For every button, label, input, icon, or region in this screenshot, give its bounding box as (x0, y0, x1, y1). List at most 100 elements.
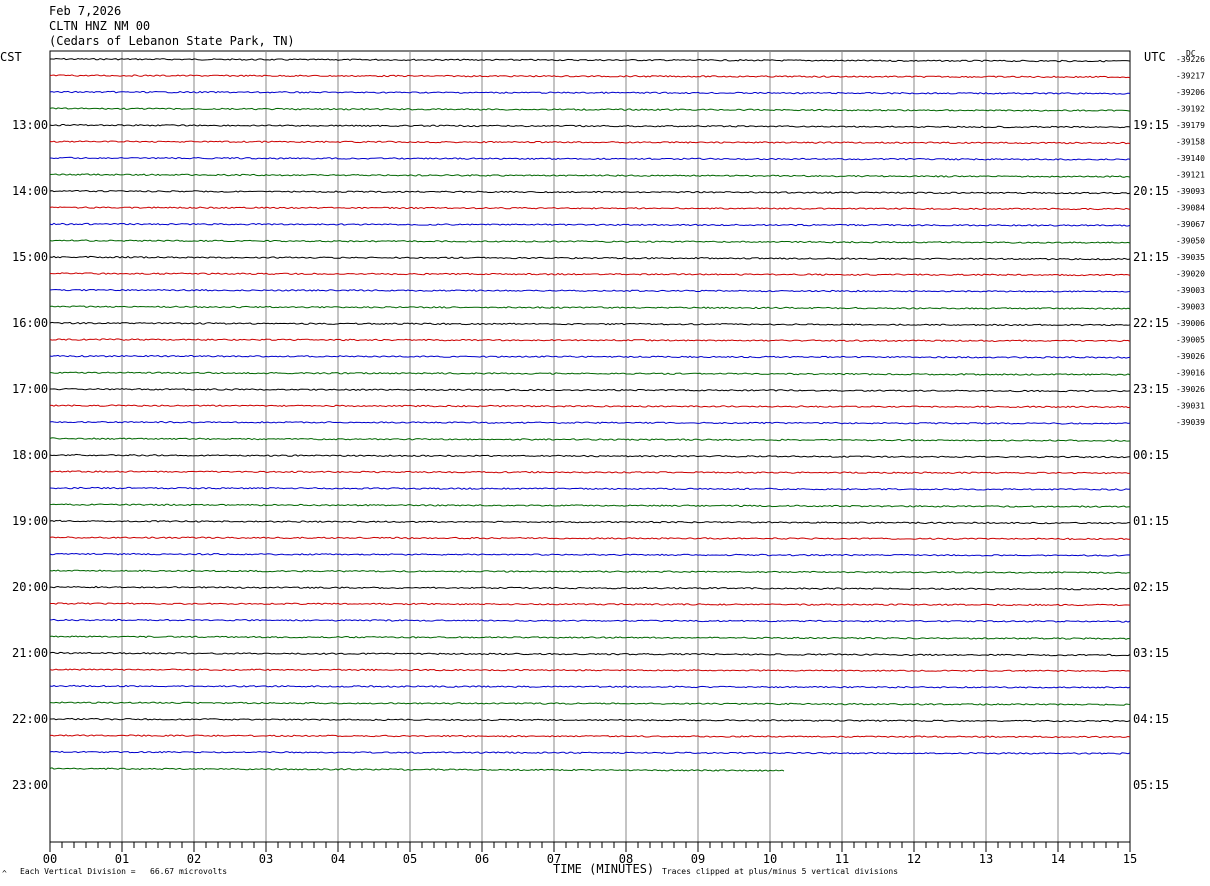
minute-tick-label: 06 (475, 852, 489, 866)
cst-hour-label: 17:00 (12, 382, 48, 396)
cst-hour-label: 23:00 (12, 778, 48, 792)
dc-offset-label: -39050 (1176, 237, 1205, 246)
seismic-trace (49, 750, 1131, 755)
utc-hour-label: 00:15 (1133, 448, 1169, 462)
cst-hour-label: 21:00 (12, 646, 48, 660)
dc-offset-label: -39206 (1176, 88, 1205, 97)
dc-offset-label: -39067 (1176, 220, 1205, 229)
utc-label: UTC (1144, 50, 1166, 64)
dc-offset-label: -39179 (1176, 121, 1205, 130)
cst-label: CST (0, 50, 22, 64)
dc-offset-label: -39192 (1176, 105, 1205, 114)
vertical-division-note: Each Vertical Division = 66.67 microvolt… (20, 867, 228, 876)
seismic-trace (49, 701, 1131, 706)
date-label: Feb 7,2026 (49, 4, 122, 18)
minute-tick-label: 11 (835, 852, 849, 866)
minute-tick-label: 04 (331, 852, 345, 866)
dc-offset-label: -39020 (1176, 270, 1205, 279)
seismic-trace (49, 552, 1131, 557)
seismic-trace (49, 338, 1131, 343)
dc-offset-label: -39031 (1176, 402, 1205, 411)
dc-offset-label: -39121 (1176, 171, 1205, 180)
seismic-trace (49, 585, 1131, 591)
dc-label: DC (1186, 49, 1196, 58)
seismic-trace (49, 618, 1131, 623)
time-axis-label: TIME (MINUTES) (553, 862, 655, 876)
grid-lines (49, 50, 1131, 843)
seismic-trace (49, 503, 1131, 508)
cst-hour-label: 16:00 (12, 316, 48, 330)
cst-hour-label: 15:00 (12, 250, 48, 264)
seismic-trace (50, 602, 1131, 607)
utc-hour-label: 20:15 (1133, 184, 1169, 198)
minute-tick-label: 15 (1123, 852, 1137, 866)
seismic-trace (50, 57, 1131, 63)
minute-tick-label: 12 (907, 852, 921, 866)
seismic-trace (49, 272, 1131, 277)
seismic-trace (50, 387, 1131, 393)
utc-hour-label: 04:15 (1133, 712, 1169, 726)
seismic-trace (49, 519, 1130, 525)
seismic-trace (49, 668, 1131, 673)
seismic-trace (49, 189, 1131, 195)
utc-hour-label: 05:15 (1133, 778, 1169, 792)
cst-hour-label: 22:00 (12, 712, 48, 726)
seismic-trace (49, 239, 1131, 244)
cst-hour-label: 13:00 (12, 118, 48, 132)
seismic-trace (49, 107, 1131, 112)
seismic-trace (49, 222, 1131, 227)
dc-offset-label: -39026 (1176, 385, 1205, 394)
station-label: CLTN HNZ NM 00 (49, 19, 151, 33)
seismic-trace (49, 767, 785, 772)
seismic-trace (49, 651, 1131, 657)
dc-offset-label: -39158 (1176, 138, 1205, 147)
dc-offset-label: -39217 (1176, 72, 1205, 81)
utc-hour-label: 22:15 (1133, 316, 1169, 330)
minute-tick-label: 10 (763, 852, 777, 866)
utc-hour-label: 01:15 (1133, 514, 1169, 528)
minute-tick-label: 14 (1051, 852, 1065, 866)
seismic-trace (49, 437, 1131, 442)
dc-offset-label: -39016 (1176, 369, 1205, 378)
minute-tick-label: 03 (259, 852, 273, 866)
seismic-trace (49, 420, 1131, 425)
dc-offset-label: -39140 (1176, 154, 1205, 163)
utc-hour-label: 19:15 (1133, 118, 1169, 132)
seismic-trace (49, 305, 1131, 310)
cst-hour-label: 18:00 (12, 448, 48, 462)
seismic-trace (49, 404, 1131, 409)
seismic-trace (49, 321, 1131, 327)
corner-mark: ^ (2, 869, 7, 878)
seismic-trace (49, 90, 1131, 95)
utc-hour-label: 03:15 (1133, 646, 1169, 660)
dc-offset-label: -39226 (1176, 55, 1205, 64)
utc-hour-label: 23:15 (1133, 382, 1169, 396)
seismic-trace (49, 486, 1131, 491)
seismic-trace (49, 173, 1131, 178)
seismic-trace (49, 734, 1131, 739)
x-axis-ticks (49, 841, 1131, 852)
seismic-trace (49, 453, 1131, 459)
seismic-trace (49, 156, 1131, 161)
utc-hour-label: 02:15 (1133, 580, 1169, 594)
dc-offset-label: -39003 (1176, 303, 1205, 312)
seismic-trace (49, 569, 1131, 574)
dc-offset-label: -39005 (1176, 336, 1205, 345)
dc-offset-label: -39039 (1176, 418, 1205, 427)
minute-tick-label: 08 (619, 852, 633, 866)
dc-offset-label: -39006 (1176, 319, 1205, 328)
seismic-trace (49, 123, 1131, 129)
seismic-traces (49, 57, 1131, 772)
dc-offset-label: -39035 (1176, 253, 1205, 262)
seismic-trace (49, 635, 1131, 640)
seismic-trace (49, 206, 1131, 211)
seismic-trace (49, 371, 1131, 376)
minute-tick-label: 02 (187, 852, 201, 866)
seismic-trace (49, 354, 1131, 359)
minute-tick-label: 01 (115, 852, 129, 866)
clip-note: Traces clipped at plus/minus 5 vertical … (662, 867, 899, 876)
cst-hour-label: 19:00 (12, 514, 48, 528)
minute-tick-label: 13 (979, 852, 993, 866)
dc-offset-label: -39093 (1176, 187, 1205, 196)
